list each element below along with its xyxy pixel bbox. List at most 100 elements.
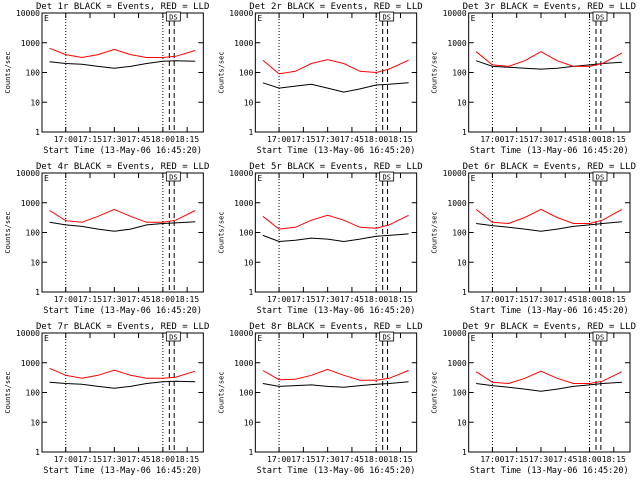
- y-tick-label: 100: [26, 229, 41, 238]
- x-tick-label: 17:45: [340, 455, 364, 464]
- lld-series-line: [262, 59, 409, 75]
- x-tick-label: 18:15: [175, 135, 199, 144]
- legend-box: [165, 331, 181, 342]
- x-tick-label: 17:15: [505, 295, 529, 304]
- x-tick-label: 18:00: [151, 455, 175, 464]
- detector-panel-2: Det 2r BLACK = Events, RED = LLD 1 10 100 10…: [217, 2, 422, 156]
- y-tick-label: 1: [35, 288, 40, 297]
- x-tick-label: 17:30: [102, 295, 126, 304]
- y-tick-label: 1000: [21, 199, 40, 208]
- legend-mark-e: E: [44, 14, 49, 23]
- x-axis-label: Start Time (13-May-06 16:45:20): [43, 146, 202, 156]
- events-series-line: [262, 233, 409, 243]
- x-tick-label: 17:00: [54, 135, 78, 144]
- y-tick-label: 1: [249, 128, 254, 137]
- x-tick-label: 17:45: [340, 135, 364, 144]
- events-series-line: [262, 82, 409, 93]
- y-tick-label: 1: [462, 128, 467, 137]
- legend-mark-ds: DS: [596, 14, 604, 22]
- legend-mark-ds: DS: [382, 14, 390, 22]
- x-tick-label: 17:30: [316, 455, 340, 464]
- x-tick-label: 17:45: [340, 295, 364, 304]
- x-tick-label: 18:00: [577, 455, 601, 464]
- y-axis-label: Counts/sec: [431, 371, 439, 413]
- plot-frame: [468, 172, 631, 293]
- detector-panel-3: Det 3r BLACK = Events, RED = LLD 1 10 100 10…: [431, 2, 636, 156]
- plot-frame: [254, 12, 418, 133]
- y-axis-label: Counts/sec: [217, 371, 225, 413]
- y-tick-label: 1: [462, 288, 467, 297]
- legend-box: [379, 331, 395, 342]
- legend-mark-ds: DS: [596, 174, 604, 182]
- x-tick-label: 17:00: [267, 135, 291, 144]
- legend-mark-e: E: [471, 334, 476, 343]
- x-tick-label: 18:15: [602, 135, 626, 144]
- x-tick-label: 17:15: [291, 455, 315, 464]
- legend-box: [592, 331, 608, 342]
- y-tick-label: 10: [457, 258, 467, 267]
- y-tick-label: 10000: [229, 169, 253, 178]
- panel-title: Det 2r BLACK = Events, RED = LLD: [249, 2, 422, 12]
- panel-title: Det 7r BLACK = Events, RED = LLD: [36, 322, 209, 332]
- events-series-line: [262, 381, 409, 388]
- panel-title: Det 6r BLACK = Events, RED = LLD: [463, 162, 636, 172]
- y-axis-label: Counts/sec: [217, 51, 225, 93]
- events-series-line: [49, 221, 196, 232]
- plot-frame: [41, 172, 204, 293]
- y-axis-label: Counts/sec: [431, 51, 439, 93]
- y-tick-label: 10000: [443, 329, 467, 338]
- y-tick-label: 1000: [21, 359, 40, 368]
- y-tick-label: 10: [30, 258, 40, 267]
- y-tick-label: 100: [26, 389, 41, 398]
- events-series-line: [49, 60, 196, 69]
- lld-series-line: [475, 208, 623, 225]
- x-tick-label: 17:00: [54, 455, 78, 464]
- y-axis-label: Counts/sec: [217, 211, 225, 253]
- x-tick-label: 18:15: [388, 295, 412, 304]
- x-tick-label: 17:15: [78, 135, 102, 144]
- legend-mark-ds: DS: [169, 14, 177, 22]
- legend-mark-ds: DS: [169, 334, 177, 342]
- legend-mark-ds: DS: [382, 334, 390, 342]
- x-tick-label: 18:15: [602, 455, 626, 464]
- y-tick-label: 10: [244, 418, 254, 427]
- y-axis-label: Counts/sec: [4, 51, 12, 93]
- y-tick-label: 1000: [447, 39, 466, 48]
- x-tick-label: 17:15: [505, 455, 529, 464]
- legend-mark-e: E: [44, 334, 49, 343]
- x-tick-label: 18:00: [151, 295, 175, 304]
- y-tick-label: 10000: [16, 329, 40, 338]
- legend-mark-ds: DS: [596, 334, 604, 342]
- panel-title: Det 8r BLACK = Events, RED = LLD: [249, 322, 422, 332]
- x-tick-label: 17:15: [78, 455, 102, 464]
- detector-panel-5: Det 5r BLACK = Events, RED = LLD 1 10 100 10…: [217, 162, 422, 316]
- x-tick-label: 17:15: [78, 295, 102, 304]
- legend-mark-e: E: [44, 174, 49, 183]
- x-tick-label: 17:00: [267, 455, 291, 464]
- detector-panel-7: Det 7r BLACK = Events, RED = LLD 1 10 100 10…: [4, 322, 209, 476]
- y-tick-label: 1: [35, 128, 40, 137]
- plot-frame: [468, 332, 631, 453]
- x-tick-label: 17:30: [529, 455, 553, 464]
- y-tick-label: 10: [244, 258, 254, 267]
- legend-box: [379, 171, 395, 182]
- y-tick-label: 100: [452, 389, 467, 398]
- x-tick-label: 18:15: [602, 295, 626, 304]
- panel-title: Det 5r BLACK = Events, RED = LLD: [249, 162, 422, 172]
- legend-box: [592, 11, 608, 22]
- x-tick-label: 17:15: [291, 135, 315, 144]
- x-tick-label: 17:45: [127, 135, 151, 144]
- events-series-line: [476, 60, 622, 70]
- x-tick-label: 17:45: [553, 135, 577, 144]
- x-axis-label: Start Time (13-May-06 16:45:20): [470, 146, 629, 156]
- y-tick-label: 1000: [21, 39, 40, 48]
- x-tick-label: 17:30: [102, 455, 126, 464]
- events-series-line: [476, 221, 622, 232]
- plot-frame: [41, 332, 204, 453]
- x-tick-label: 18:15: [175, 295, 199, 304]
- legend-mark-e: E: [257, 174, 262, 183]
- lld-series-line: [262, 368, 409, 381]
- plot-frame: [254, 172, 418, 293]
- y-tick-label: 100: [452, 69, 467, 78]
- x-axis-label: Start Time (13-May-06 16:45:20): [257, 466, 416, 476]
